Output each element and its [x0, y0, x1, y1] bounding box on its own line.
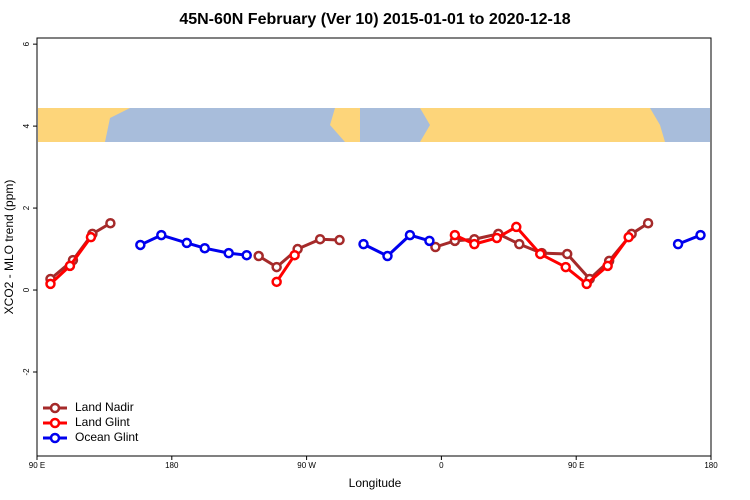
chart-title: 45N-60N February (Ver 10) 2015-01-01 to … — [179, 11, 570, 28]
map-band — [38, 108, 710, 142]
legend-marker — [49, 432, 61, 444]
data-point — [404, 229, 416, 241]
data-point — [511, 221, 522, 233]
data-point — [64, 260, 76, 272]
legend-label: Ocean Glint — [75, 430, 139, 444]
legend-label: Land Glint — [75, 415, 130, 429]
map-ocean — [105, 108, 345, 142]
x-tick-label: 90 E — [568, 461, 584, 470]
data-point — [156, 229, 167, 241]
x-axis-label: Longitude — [349, 476, 402, 490]
data-point — [491, 232, 503, 244]
data-point — [181, 237, 193, 249]
data-point — [449, 229, 461, 241]
data-point — [253, 250, 264, 262]
data-point — [695, 229, 706, 241]
map-ocean — [650, 108, 710, 142]
data-point — [289, 249, 300, 261]
data-point — [199, 242, 211, 254]
x-tick-label: 0 — [439, 461, 444, 470]
data-point — [514, 238, 525, 250]
series-line — [362, 233, 430, 258]
data-point — [271, 276, 282, 288]
data-point — [581, 278, 592, 290]
data-point — [424, 235, 435, 247]
series-line — [275, 254, 296, 283]
x-tick-label: 90 W — [297, 461, 316, 470]
data-point — [241, 249, 252, 261]
data-point — [314, 233, 326, 245]
data-point — [469, 238, 480, 250]
data-point — [105, 217, 116, 229]
x-tick-label: 180 — [165, 461, 179, 470]
data-point — [334, 234, 345, 246]
data-point — [223, 247, 234, 259]
plot-frame — [36, 37, 712, 457]
x-tick-label: 180 — [704, 461, 718, 470]
data-point — [642, 217, 654, 229]
y-tick-label: 2 — [22, 205, 31, 210]
y-tick-label: -2 — [22, 368, 31, 376]
data-point — [382, 250, 393, 262]
legend-marker — [49, 402, 61, 414]
data-point — [135, 239, 146, 251]
data-point — [602, 260, 613, 272]
data-point — [358, 238, 369, 250]
y-tick-label: 4 — [22, 123, 31, 128]
data-point — [672, 238, 684, 250]
legend-marker — [49, 417, 61, 429]
data-point — [85, 231, 97, 243]
x-tick-label: 90 E — [29, 461, 45, 470]
data-point — [623, 231, 634, 243]
data-point — [271, 261, 282, 273]
data-point — [45, 278, 56, 290]
y-axis-label: XCO2 - MLO trend (ppm) — [2, 180, 16, 315]
data-point — [560, 261, 571, 273]
y-tick-label: 6 — [22, 41, 31, 46]
map-ocean — [360, 108, 430, 142]
data-point — [561, 248, 573, 260]
legend-label: Land Nadir — [75, 400, 134, 414]
y-tick-label: 0 — [22, 287, 31, 292]
data-point — [430, 241, 441, 253]
data-point — [535, 248, 546, 260]
